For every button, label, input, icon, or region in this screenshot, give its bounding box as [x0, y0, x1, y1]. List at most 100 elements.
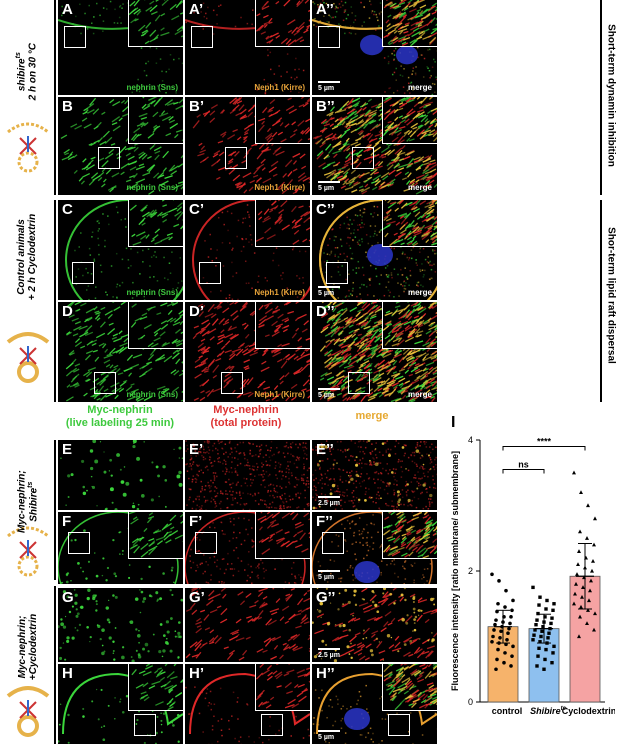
zoom-inset — [382, 200, 437, 247]
region-of-interest-box — [195, 532, 217, 554]
data-point — [552, 644, 556, 649]
region-of-interest-box — [94, 372, 116, 394]
data-point — [550, 616, 554, 620]
channel-label: nephrin (Sns) — [126, 183, 178, 192]
data-point — [506, 631, 510, 636]
scale-bar — [318, 730, 340, 732]
data-point — [543, 657, 547, 662]
data-point — [582, 575, 586, 580]
zoom-inset — [255, 664, 310, 711]
scale-label: 2.5 µm — [318, 652, 340, 659]
dynamin-block-diagram-3 — [7, 526, 49, 577]
scale-bar — [318, 81, 340, 83]
control-condition-label: Control animals + 2 h Cyclodextrin — [16, 213, 38, 301]
data-point — [538, 595, 542, 599]
header-merge: merge — [355, 410, 389, 422]
data-point — [532, 633, 536, 637]
scale-bar — [318, 496, 340, 498]
panel-letter: D’ — [189, 303, 204, 320]
data-point — [504, 588, 508, 593]
data-point — [533, 628, 537, 632]
data-point — [496, 601, 500, 606]
group-bracket-bottom1 — [54, 440, 56, 580]
chart-panel-label: I — [451, 414, 456, 431]
zoom-inset — [128, 512, 183, 559]
data-point — [581, 585, 585, 589]
micrograph-image — [185, 440, 310, 510]
data-point — [551, 651, 555, 655]
data-point — [551, 608, 555, 612]
micrograph-panel: B’ Neph1 (Kirre) — [185, 97, 310, 195]
micrograph-panel: D’’ merge 5 µm — [312, 302, 437, 402]
micrograph-image — [60, 440, 183, 510]
channel-label: merge — [407, 288, 432, 297]
micrograph-image — [185, 588, 310, 661]
data-point — [531, 638, 535, 642]
channel-label: Neph1 (Kirre) — [254, 288, 305, 297]
dynamin-block-diagram-4 — [6, 686, 50, 737]
significance-bracket — [502, 446, 586, 451]
data-point — [537, 603, 541, 607]
zoom-inset — [128, 664, 183, 711]
panel-letter: F’’ — [316, 513, 333, 530]
data-point — [543, 615, 547, 619]
data-point — [537, 646, 541, 650]
dynamin-block-diagram-1 — [7, 122, 49, 173]
scale-bar — [318, 286, 340, 288]
region-of-interest-box — [64, 26, 86, 48]
panel-letter: C’ — [189, 201, 204, 218]
data-point — [593, 611, 597, 616]
scale-bar — [318, 648, 340, 650]
region-of-interest-box — [322, 532, 344, 554]
micrograph-panel: C’ Neph1 (Kirre) — [185, 200, 310, 300]
data-point — [542, 667, 546, 671]
data-point — [511, 644, 515, 649]
region-of-interest-box — [221, 372, 243, 394]
zoom-inset — [255, 200, 310, 247]
data-point — [592, 627, 596, 632]
data-point — [509, 664, 513, 668]
data-point — [492, 628, 496, 632]
group-bracket-mid — [54, 200, 56, 402]
zoom-inset — [128, 97, 183, 144]
micrograph-panel: A’’ merge 5 µm — [312, 0, 437, 95]
micrograph-image — [312, 588, 437, 662]
data-point — [539, 634, 543, 639]
region-of-interest-box — [134, 714, 156, 736]
panel-letter: B’’ — [316, 98, 335, 115]
data-point — [495, 657, 499, 662]
significance-label: ns — [518, 459, 529, 469]
data-point — [552, 602, 556, 606]
zoom-inset — [382, 97, 437, 144]
scale-bar — [318, 570, 340, 572]
micrograph-panel: E — [58, 440, 183, 510]
region-of-interest-box — [326, 262, 348, 284]
scale-label: 5 µm — [318, 290, 335, 297]
side-label-lipid-raft: Shor-term lipid raft dispersal — [605, 227, 617, 364]
data-point — [542, 620, 546, 624]
region-of-interest-box — [68, 532, 90, 554]
data-point — [580, 595, 584, 599]
zoom-inset — [128, 0, 183, 47]
data-point — [538, 640, 542, 644]
zoom-inset — [382, 664, 437, 711]
significance-bracket — [502, 468, 545, 474]
data-point — [578, 529, 582, 534]
panel-letter: G’ — [189, 589, 205, 606]
group-bracket-top — [54, 0, 56, 195]
data-point — [500, 624, 504, 629]
data-point — [491, 634, 495, 639]
micrograph-panel: A’ Neph1 (Kirre) — [185, 0, 310, 95]
panel-letter: D’’ — [316, 303, 335, 320]
data-point — [584, 555, 588, 560]
panel-letter: F — [62, 513, 72, 530]
panel-letter: C’’ — [316, 201, 335, 218]
zoom-inset — [128, 302, 183, 349]
data-point — [496, 647, 500, 652]
micrograph-panel: D’ Neph1 (Kirre) — [185, 302, 310, 402]
micrograph-panel: F’ — [185, 512, 310, 584]
zoom-inset — [255, 512, 310, 559]
panel-letter: E’’ — [316, 441, 334, 458]
micrograph-panel: G — [58, 588, 183, 662]
panel-letter: A’’ — [316, 1, 334, 18]
